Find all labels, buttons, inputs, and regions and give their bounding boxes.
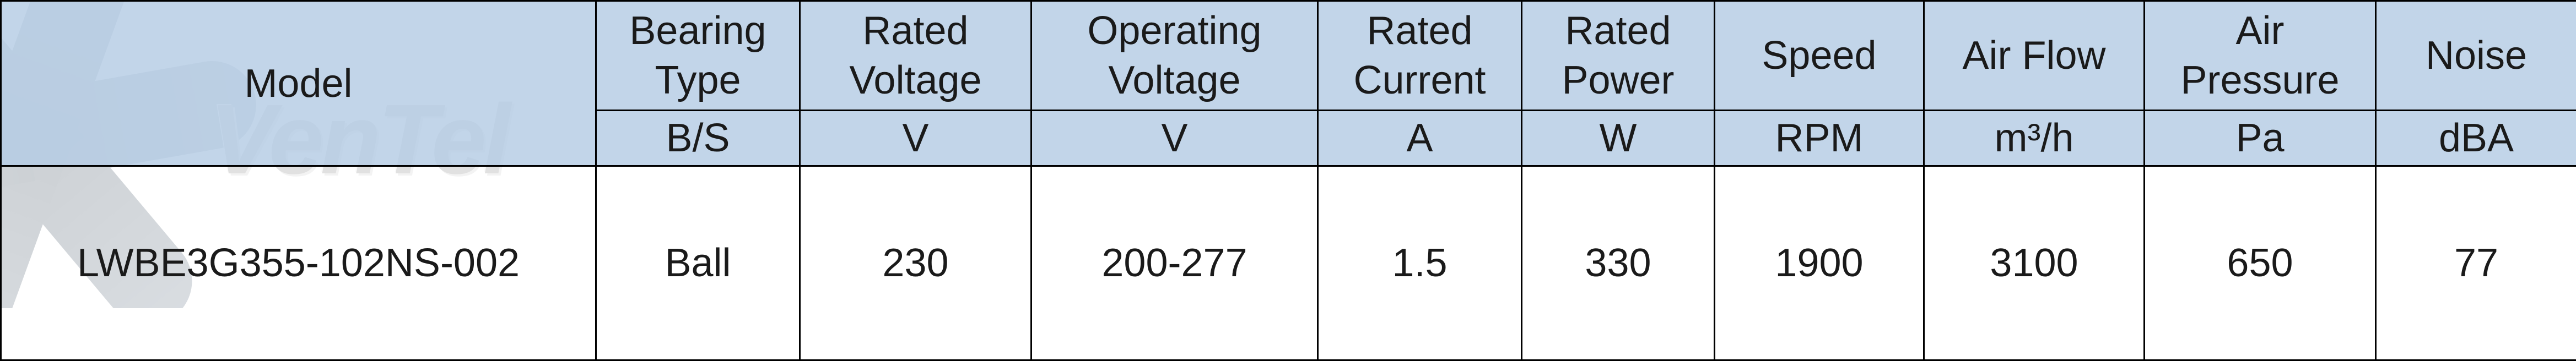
unit-air-pressure: Pa bbox=[2145, 111, 2376, 166]
cell-model: LWBE3G355-102NS-002 bbox=[1, 166, 596, 360]
cell-rvolt: 230 bbox=[800, 166, 1032, 360]
col-label: Air Flow bbox=[1962, 34, 2105, 78]
col-header-air-flow: Air Flow bbox=[1924, 1, 2145, 111]
col-header-model: Model bbox=[1, 1, 596, 166]
cell-press: 650 bbox=[2145, 166, 2376, 360]
col-label-l1: Rated bbox=[862, 9, 968, 53]
col-label: Speed bbox=[1762, 34, 1876, 78]
col-label-l2: Power bbox=[1562, 58, 1674, 102]
cell-speed: 1900 bbox=[1715, 166, 1924, 360]
col-label-l2: Pressure bbox=[2180, 58, 2339, 102]
cell-bearing: Ball bbox=[596, 166, 800, 360]
col-header-rated-current: Rated Current bbox=[1318, 1, 1522, 111]
unit-operating-voltage: V bbox=[1032, 111, 1318, 166]
col-label: Model bbox=[244, 62, 352, 106]
cell-noise: 77 bbox=[2376, 166, 2576, 360]
col-label-l2: Current bbox=[1353, 58, 1486, 102]
col-header-air-pressure: Air Pressure bbox=[2145, 1, 2376, 111]
col-header-bearing: Bearing Type bbox=[596, 1, 800, 111]
col-header-noise: Noise bbox=[2376, 1, 2576, 111]
col-label-l1: Rated bbox=[1367, 9, 1472, 53]
cell-rpower: 330 bbox=[1522, 166, 1715, 360]
col-label-l2: Type bbox=[655, 58, 741, 102]
unit-rated-voltage: V bbox=[800, 111, 1032, 166]
unit-bearing: B/S bbox=[596, 111, 800, 166]
col-label-l1: Bearing bbox=[629, 9, 766, 53]
cell-flow: 3100 bbox=[1924, 166, 2145, 360]
col-label-l2: Voltage bbox=[1108, 58, 1240, 102]
col-label-l2: Voltage bbox=[849, 58, 981, 102]
header-row-labels: Model Bearing Type Rated Voltage Operati… bbox=[1, 1, 2576, 111]
col-label-l1: Operating bbox=[1087, 9, 1261, 53]
col-header-speed: Speed bbox=[1715, 1, 1924, 111]
spec-table: Model Bearing Type Rated Voltage Operati… bbox=[0, 0, 2576, 361]
unit-air-flow: m³/h bbox=[1924, 111, 2145, 166]
unit-speed: RPM bbox=[1715, 111, 1924, 166]
col-header-operating-voltage: Operating Voltage bbox=[1032, 1, 1318, 111]
unit-rated-power: W bbox=[1522, 111, 1715, 166]
col-label-l1: Rated bbox=[1565, 9, 1671, 53]
col-label: Noise bbox=[2426, 34, 2527, 78]
col-header-rated-voltage: Rated Voltage bbox=[800, 1, 1032, 111]
unit-rated-current: A bbox=[1318, 111, 1522, 166]
col-header-rated-power: Rated Power bbox=[1522, 1, 1715, 111]
unit-noise: dBA bbox=[2376, 111, 2576, 166]
cell-ovolt: 200-277 bbox=[1032, 166, 1318, 360]
cell-rcurr: 1.5 bbox=[1318, 166, 1522, 360]
table-row: LWBE3G355-102NS-002 Ball 230 200-277 1.5… bbox=[1, 166, 2576, 360]
col-label-l1: Air bbox=[2236, 9, 2285, 53]
